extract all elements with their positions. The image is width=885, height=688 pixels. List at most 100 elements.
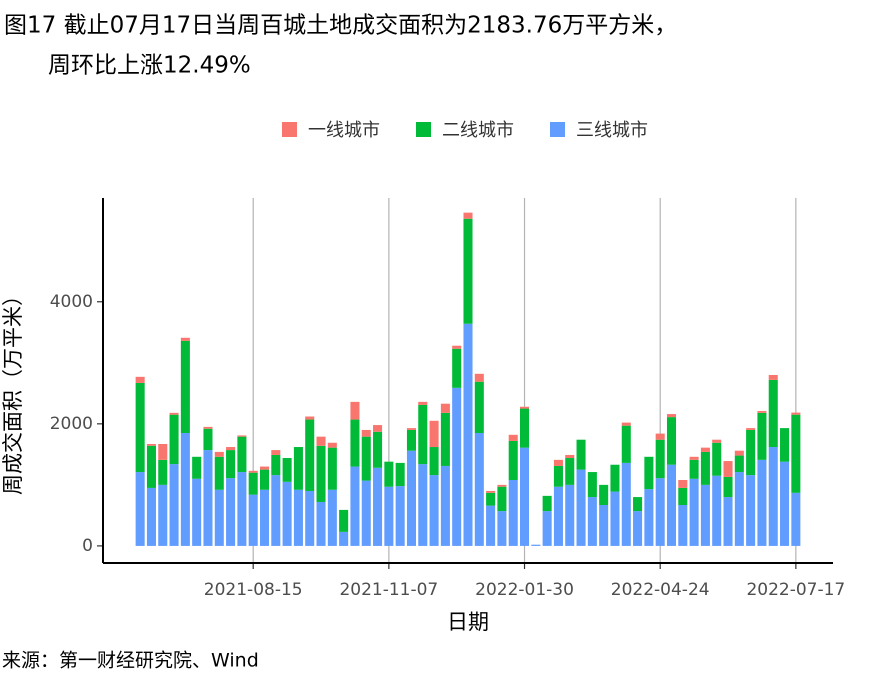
bar-segment — [712, 442, 722, 476]
bar-segment — [780, 461, 790, 546]
bar-segment — [327, 489, 337, 546]
bar-segment — [350, 419, 360, 467]
bar-segment — [135, 472, 145, 546]
bar-segment — [486, 490, 496, 493]
bar-segment — [361, 429, 371, 437]
bar-segment — [689, 459, 699, 479]
bar-segment — [678, 505, 688, 546]
bar-segment — [689, 478, 699, 546]
bar-segment — [633, 497, 643, 512]
bar-segment — [565, 454, 575, 459]
bar-segment — [237, 436, 247, 473]
bar-segment — [282, 481, 292, 546]
legend-swatch — [282, 122, 297, 137]
bar-segment — [305, 416, 315, 420]
bar-segment — [576, 439, 586, 470]
bar-segment — [780, 428, 790, 462]
bar-segment — [746, 475, 756, 546]
bar-segment — [712, 475, 722, 546]
bar-segment — [418, 404, 428, 465]
bar-segment — [169, 414, 179, 465]
bar-segment — [158, 484, 168, 546]
bar-segment — [553, 465, 563, 487]
bar-segment — [768, 447, 778, 546]
bar-segment — [293, 447, 303, 490]
bar-segment — [734, 472, 744, 546]
bar-segment — [146, 487, 156, 546]
bar-segment — [214, 489, 224, 546]
bar-segment — [361, 480, 371, 546]
bar-segment — [791, 414, 801, 493]
bar-segment — [474, 432, 484, 546]
bar-segment — [678, 479, 688, 488]
bar-segment — [169, 464, 179, 546]
bar-segment — [655, 433, 665, 440]
bar-segment — [553, 486, 563, 546]
bar-segment — [452, 348, 462, 388]
legend-swatch — [550, 122, 565, 137]
bar-segment — [452, 387, 462, 546]
bar-segment — [621, 425, 631, 463]
bar-segment — [474, 373, 484, 382]
bar-segment — [271, 475, 281, 546]
bar-segment — [158, 459, 168, 485]
bar-segment — [497, 486, 507, 512]
bar-segment — [768, 379, 778, 448]
bar-segment — [214, 456, 224, 490]
bar-segment — [644, 489, 654, 546]
bar-segment — [169, 412, 179, 415]
legend-label: 一线城市 — [308, 120, 380, 141]
bar-segment — [655, 478, 665, 546]
bar-segment — [757, 411, 767, 413]
bar-segment — [587, 497, 597, 546]
bar-segment — [644, 456, 654, 490]
bar-segment — [203, 428, 213, 451]
bar-segment — [327, 442, 337, 448]
bar-segment — [203, 450, 213, 546]
bar-segment — [384, 486, 394, 546]
bar-segment — [486, 505, 496, 546]
bar-segment — [542, 495, 552, 512]
legend-swatch — [416, 122, 431, 137]
bar-segment — [192, 478, 202, 546]
x-tick-label: 2021-08-15 — [204, 580, 303, 600]
bar-segment — [655, 439, 665, 479]
bar-segment — [576, 469, 586, 546]
bar-segment — [497, 511, 507, 546]
chart-subtitle: 周环比上涨12.49% — [48, 53, 251, 79]
x-tick-label: 2022-01-30 — [475, 580, 574, 600]
bar-segment — [146, 443, 156, 446]
bar-segment — [350, 401, 360, 420]
bar-segment — [440, 412, 450, 466]
bar-segment — [553, 459, 563, 466]
bar-segment — [700, 451, 710, 485]
bar-segment — [406, 429, 416, 451]
x-tick-label: 2022-04-24 — [611, 580, 710, 600]
bar-segment — [259, 469, 270, 490]
bar-segment — [700, 447, 710, 452]
bar-segment — [237, 435, 247, 437]
bar-segment — [757, 412, 767, 460]
bar-segment — [700, 484, 710, 546]
bar-segment — [305, 419, 315, 491]
bar-segment — [666, 417, 677, 465]
bar-segment — [508, 479, 518, 546]
bar-segment — [463, 212, 473, 219]
bar-segment — [689, 456, 699, 460]
bar-segment — [768, 375, 778, 380]
bar-segment — [395, 486, 405, 546]
bar-segment — [361, 436, 371, 481]
bar-segment — [271, 454, 281, 476]
bar-segment — [339, 509, 349, 532]
bar-segment — [418, 401, 428, 405]
bar-segment — [395, 462, 405, 487]
y-tick-label: 0 — [82, 536, 93, 556]
bar-segment — [316, 501, 326, 546]
x-tick-label: 2021-11-07 — [339, 580, 438, 600]
bar-segment — [463, 323, 473, 546]
x-axis-title: 日期 — [447, 610, 489, 634]
bar-segment — [610, 491, 620, 546]
bar-segment — [712, 439, 722, 443]
bar-segment — [226, 447, 236, 451]
